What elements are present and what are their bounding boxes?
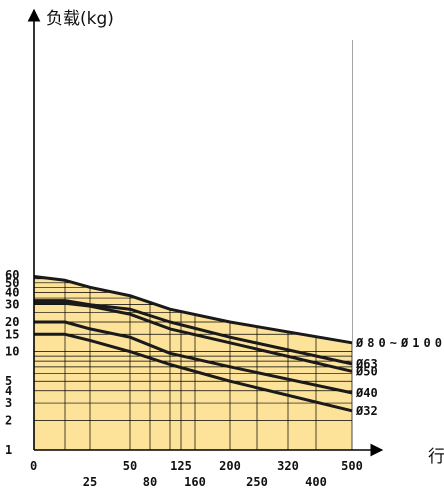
y-tick-label: 1 xyxy=(5,443,12,457)
y-tick-label: 30 xyxy=(5,298,19,312)
x-axis-title: 行 xyxy=(428,447,444,467)
y-tick-label: 50 xyxy=(5,276,19,290)
x-tick-labels: 0 25 50 80 125 160 200 250 320 400 500 xyxy=(30,459,363,489)
series-line-4 xyxy=(34,332,353,413)
x-tick-label: 500 xyxy=(341,459,363,473)
series-label-4: Ø32 xyxy=(355,404,378,418)
series-line-1 xyxy=(34,299,353,366)
series-label-0: Ø80~Ø100 xyxy=(355,336,442,350)
x-tick-label: 250 xyxy=(246,475,268,489)
x-tick-label: 80 xyxy=(143,475,157,489)
series-line-2 xyxy=(34,301,353,373)
y-tick-label: 4 xyxy=(5,384,12,398)
y-axis-title: 负载(kg) xyxy=(46,9,114,29)
y-tick-label: 15 xyxy=(5,327,19,341)
x-tick-label: 200 xyxy=(219,459,241,473)
axes xyxy=(27,8,384,457)
x-tick-label: 0 xyxy=(30,459,37,473)
x-tick-label: 320 xyxy=(277,459,299,473)
series-label-3: Ø40 xyxy=(355,386,378,400)
x-tick-label: 50 xyxy=(123,459,137,473)
series-label-2: Ø50 xyxy=(355,364,378,378)
x-tick-label: 160 xyxy=(184,475,206,489)
x-tick-label: 125 xyxy=(170,459,192,473)
y-tick-label: 40 xyxy=(5,285,19,299)
y-tick-label: 2 xyxy=(5,413,12,427)
y-tick-label: 5 xyxy=(5,374,12,388)
x-tick-label: 25 xyxy=(83,475,97,489)
x-tick-label: 400 xyxy=(305,475,327,489)
series-label-1: Ø63 xyxy=(355,357,378,371)
y-tick-label: 3 xyxy=(5,396,12,410)
series-lines xyxy=(33,275,353,413)
unused-region-cover xyxy=(34,38,352,343)
y-tick-label: 20 xyxy=(5,315,19,329)
series-line-0 xyxy=(33,275,353,345)
y-tick-label: 10 xyxy=(5,345,19,359)
series-line-3 xyxy=(34,320,353,395)
y-tick-label: 60 xyxy=(5,268,19,282)
